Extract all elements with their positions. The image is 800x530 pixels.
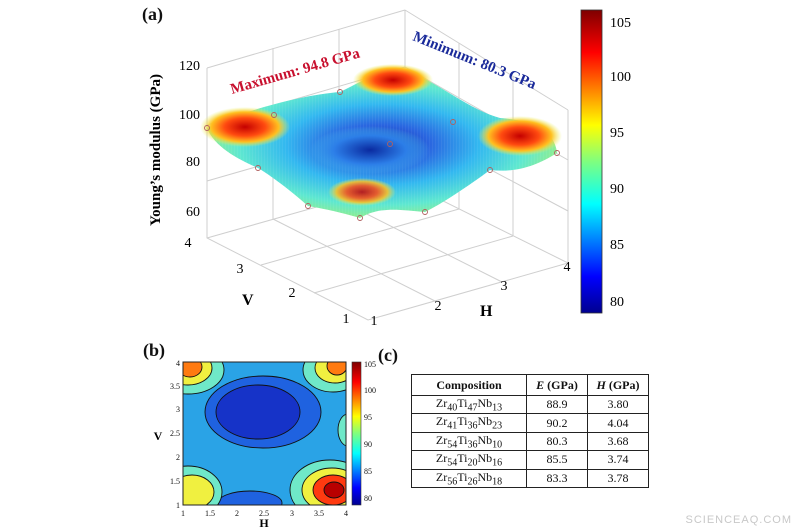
z-axis-label: Young’s modulus (GPa) bbox=[148, 74, 164, 226]
colorbar-tick: 80 bbox=[610, 295, 624, 310]
y-tick: 3.5 bbox=[170, 382, 180, 391]
header-h: H (GPa) bbox=[587, 374, 649, 396]
e-cell: 80.3 bbox=[526, 431, 588, 452]
y-tick: 1 bbox=[176, 501, 180, 510]
colorbar-tick: 95 bbox=[610, 126, 624, 141]
v-tick: 4 bbox=[185, 236, 192, 251]
h-tick: 4 bbox=[564, 260, 571, 275]
y-tick: 2 bbox=[176, 453, 180, 462]
z-tick: 100 bbox=[179, 108, 200, 123]
v-tick: 2 bbox=[289, 286, 296, 301]
panel-label-b: (b) bbox=[143, 340, 165, 360]
h-tick: 2 bbox=[435, 299, 442, 314]
v-axis-label: V bbox=[242, 292, 254, 309]
h-tick: 3 bbox=[501, 279, 508, 294]
contour-plot: 1 1.5 2 2.5 3 3.5 4 1 1.5 2 2.5 3 3.5 4 … bbox=[154, 359, 376, 530]
table-row: Zr40Ti47Nb13 88.9 3.80 bbox=[411, 394, 649, 415]
x-tick: 2.5 bbox=[259, 509, 269, 518]
h-cell: 4.04 bbox=[587, 413, 649, 433]
e-cell: 85.5 bbox=[526, 450, 588, 470]
table-row: Zr41Ti36Nb23 90.2 4.04 bbox=[411, 413, 649, 433]
e-cell: 88.9 bbox=[526, 394, 588, 415]
x-tick: 1 bbox=[181, 509, 185, 518]
colorbar-tick: 80 bbox=[364, 494, 372, 503]
h-axis-label: H bbox=[480, 303, 493, 320]
composition-cell: Zr56Ti26Nb18 bbox=[411, 468, 527, 488]
panel-label-c: (c) bbox=[378, 345, 398, 365]
colorbar-tick: 90 bbox=[610, 182, 624, 197]
colorbar-tick: 100 bbox=[364, 386, 376, 395]
composition-cell: Zr40Ti47Nb13 bbox=[411, 394, 527, 415]
colorbar-tick: 95 bbox=[364, 413, 372, 422]
header-composition: Composition bbox=[411, 374, 527, 396]
colorbar-a: 80 85 90 95 100 105 bbox=[580, 9, 631, 314]
h-cell: 3.68 bbox=[587, 431, 649, 452]
h-cell: 3.80 bbox=[587, 394, 649, 415]
table-header-row: Composition E (GPa) H (GPa) bbox=[411, 374, 649, 396]
z-tick: 120 bbox=[179, 59, 200, 74]
colorbar-tick: 85 bbox=[364, 467, 372, 476]
x-axis-label: H bbox=[259, 516, 269, 530]
x-tick: 3.5 bbox=[314, 509, 324, 518]
y-tick: 1.5 bbox=[170, 477, 180, 486]
x-tick: 1.5 bbox=[205, 509, 215, 518]
panel-label-a: (a) bbox=[142, 4, 163, 24]
y-axis-label: V bbox=[154, 429, 163, 443]
header-e: E (GPa) bbox=[526, 374, 588, 396]
x-tick: 2 bbox=[235, 509, 239, 518]
colorbar-b: 80 85 90 95 100 105 bbox=[351, 360, 376, 506]
h-cell: 3.78 bbox=[587, 468, 649, 488]
modulus-surface bbox=[200, 64, 562, 221]
composition-cell: Zr54Ti20Nb16 bbox=[411, 450, 527, 470]
v-tick: 1 bbox=[343, 312, 350, 327]
e-cell: 90.2 bbox=[526, 413, 588, 433]
x-tick: 3 bbox=[290, 509, 294, 518]
y-tick: 4 bbox=[176, 359, 180, 368]
e-cell: 83.3 bbox=[526, 468, 588, 488]
watermark: SCIENCEAQ.COM bbox=[685, 514, 792, 526]
composition-cell: Zr54Ti36Nb10 bbox=[411, 431, 527, 452]
x-tick: 4 bbox=[344, 509, 348, 518]
colorbar-tick: 85 bbox=[610, 238, 624, 253]
h-tick: 1 bbox=[371, 314, 378, 329]
table-row: Zr54Ti36Nb10 80.3 3.68 bbox=[411, 431, 649, 452]
table-row: Zr56Ti26Nb18 83.3 3.78 bbox=[411, 468, 649, 488]
y-tick: 2.5 bbox=[170, 429, 180, 438]
z-tick: 80 bbox=[186, 155, 200, 170]
colorbar-tick: 105 bbox=[610, 16, 631, 31]
y-tick: 3 bbox=[176, 405, 180, 414]
h-cell: 3.74 bbox=[587, 450, 649, 470]
table-row: Zr54Ti20Nb16 85.5 3.74 bbox=[411, 450, 649, 470]
colorbar-tick: 105 bbox=[364, 360, 376, 369]
composition-table: Composition E (GPa) H (GPa) Zr40Ti47Nb13… bbox=[411, 374, 649, 488]
v-tick: 3 bbox=[237, 262, 244, 277]
colorbar-tick: 100 bbox=[610, 70, 631, 85]
surface-plot: Maximum: 94.8 GPa Minimum: 80.3 GPa Youn… bbox=[148, 9, 631, 329]
composition-cell: Zr41Ti36Nb23 bbox=[411, 413, 527, 433]
colorbar-tick: 90 bbox=[364, 440, 372, 449]
z-tick: 60 bbox=[186, 205, 200, 220]
